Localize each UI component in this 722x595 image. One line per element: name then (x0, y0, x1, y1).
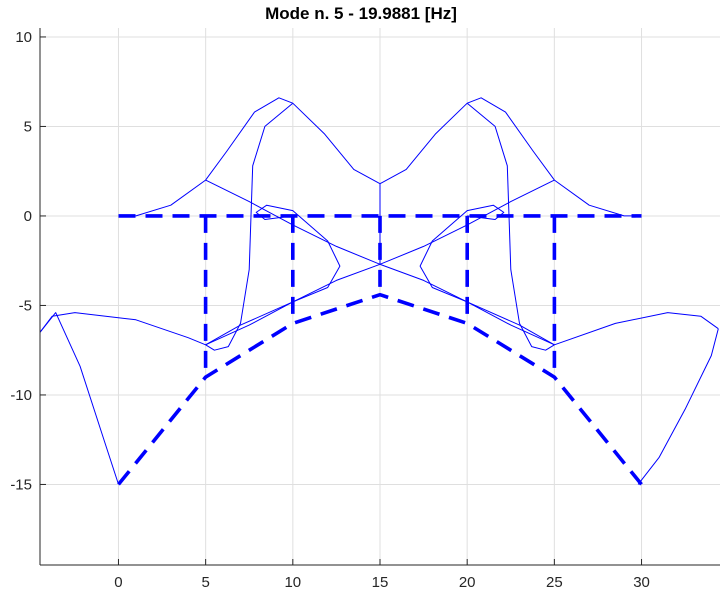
x-tick-label: 25 (546, 574, 563, 591)
deformed-segment-11 (205, 102, 294, 351)
deformed-segment-17 (554, 312, 719, 346)
deformed-segment-15 (205, 204, 341, 346)
axis-layer: 0 5 10 15 20 25 30 10 5 0 -5 -10 -15 (10, 28, 720, 591)
y-tick-label: -10 (10, 387, 32, 404)
deformed-segment-5 (379, 102, 468, 185)
y-tick-label: 5 (24, 118, 32, 135)
chart-title: Mode n. 5 - 19.9881 [Hz] (265, 4, 457, 23)
x-tick-label: 30 (633, 574, 650, 591)
deformed-segment-1 (40, 312, 206, 346)
y-tick-label: 0 (24, 208, 32, 225)
y-tick-label: 10 (15, 29, 32, 46)
x-tick-label: 10 (284, 574, 301, 591)
deformed-segment-7 (554, 179, 642, 217)
deformed-segment-16 (419, 204, 555, 346)
x-tick-label: 15 (372, 574, 389, 591)
y-tick-label: -5 (19, 297, 32, 314)
y-tick-label: -15 (10, 476, 32, 493)
x-tick-label: 0 (114, 574, 122, 591)
deformed-segment-18 (637, 328, 719, 485)
deformed-segment-4 (292, 102, 381, 185)
data-layer (40, 97, 719, 486)
deformed-segment-0 (40, 312, 119, 485)
x-tick-label: 5 (201, 574, 209, 591)
deformed-segment-3 (205, 97, 293, 181)
x-tick-label: 20 (459, 574, 476, 591)
deformed-segment-12 (466, 102, 555, 351)
deformed-segment-6 (467, 97, 555, 181)
undeformed-segment-6 (117, 292, 643, 486)
deformed-segment-2 (118, 179, 206, 217)
